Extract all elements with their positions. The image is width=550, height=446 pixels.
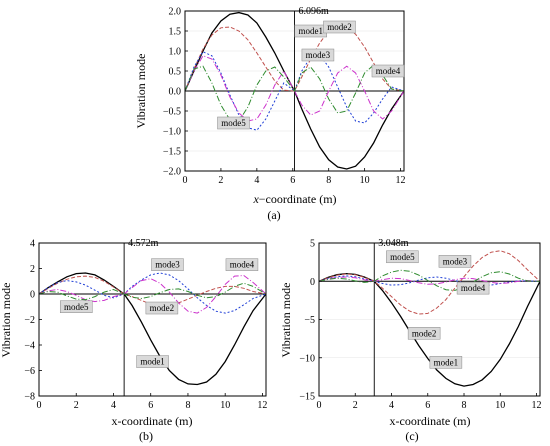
mode-label-box (438, 255, 472, 268)
x-tick-label: 10 (360, 175, 370, 186)
x-tick-label: 12 (532, 400, 542, 411)
series-mode2 (185, 25, 404, 92)
mode-label: mode5 (390, 252, 415, 262)
x-tick-label: 0 (183, 175, 188, 186)
panel-caption: (a) (267, 208, 280, 222)
y-tick-label: −1.0 (163, 127, 181, 138)
mode-label-box (59, 300, 93, 313)
x-tick-label: 4 (254, 175, 259, 186)
mode-label-box (301, 48, 335, 62)
x-tick-label: 4 (111, 400, 116, 411)
x-tick-label: 2 (353, 400, 358, 411)
y-tick-label: 5 (310, 239, 315, 250)
mode-label: mode1 (298, 26, 323, 36)
mode-label-box (225, 258, 259, 271)
mode-label: mode4 (230, 260, 255, 270)
y-tick-label: −0.5 (163, 107, 181, 118)
series-mode4 (185, 55, 404, 122)
x-tick-label: 8 (462, 400, 467, 411)
panel-a: 6.096m−2.0−1.5−1.0−0.50.00.51.01.52.00 2 4… (134, 6, 406, 222)
x-tick-label: 12 (257, 400, 267, 411)
x-tick-label: 2 (74, 400, 79, 411)
y-tick-label: −6 (24, 366, 35, 377)
mode-label-box (136, 355, 169, 368)
x-axis-label: x-coordinate (m) (112, 414, 193, 428)
mode-label: mode2 (327, 22, 352, 32)
y-tick-label: 2.0 (169, 7, 182, 18)
mode-label: mode2 (150, 303, 175, 313)
series-mode1 (39, 272, 266, 386)
y-tick-label: −5 (304, 315, 315, 326)
y-tick-label: −2.0 (163, 167, 181, 178)
x-tick-label: 6 (425, 400, 430, 411)
x-axis-label: x-coordinate (m) (390, 414, 471, 428)
x-tick-label: 8 (326, 175, 331, 186)
x-axis-label: x−coordinate (m) (252, 192, 336, 206)
x-tick-label: 8 (185, 400, 190, 411)
y-tick-label: −4 (24, 341, 35, 352)
y-axis-label: Vibration mode (134, 54, 148, 129)
x-tick-label: 6 (148, 400, 153, 411)
y-tick-label: 0 (30, 290, 35, 301)
series-mode5 (319, 269, 540, 291)
mode-label: mode1 (140, 357, 165, 367)
series-mode4 (39, 274, 266, 314)
mode-label: mode2 (412, 328, 437, 338)
y-tick-label: −8 (24, 392, 35, 403)
mode-label-box (151, 258, 184, 271)
y-tick-label: −10 (299, 353, 315, 364)
panel-caption: (b) (139, 429, 153, 443)
y-axis-label: Vibration mode (0, 283, 13, 358)
x-tick-label: 10 (495, 400, 505, 411)
mode-label-box (217, 116, 250, 130)
mode-label-box (145, 301, 179, 315)
mode-label: mode1 (434, 357, 459, 367)
mode-label: mode3 (443, 256, 468, 266)
y-tick-label: 2 (30, 264, 35, 275)
mode-label: mode3 (155, 260, 180, 270)
series-mode5 (185, 64, 404, 122)
y-tick-label: 0.5 (169, 67, 182, 78)
mode-label-box (407, 327, 441, 340)
mode-label-box (371, 64, 405, 78)
y-tick-label: 4 (30, 239, 35, 250)
x-tick-label: 10 (220, 400, 230, 411)
mode-label-box (386, 250, 419, 264)
x-tick-label: 0 (317, 400, 322, 411)
x-tick-label: 0 (37, 400, 42, 411)
mode-label: mode4 (376, 66, 401, 76)
series-mode5 (39, 282, 266, 301)
y-tick-label: −1.5 (163, 147, 181, 158)
y-tick-label: −2 (24, 315, 35, 326)
series-mode2 (319, 250, 540, 315)
series-mode3 (185, 51, 404, 131)
mode-label-box (456, 281, 490, 295)
x-tick-label: 6 (290, 175, 295, 186)
panel-caption: (c) (405, 429, 418, 443)
mode-label-box (429, 356, 463, 369)
y-tick-label: −15 (299, 392, 315, 403)
y-tick-label: 0.0 (169, 87, 182, 98)
y-axis-label: Vibration mode (279, 283, 293, 358)
mode-label: mode5 (221, 118, 246, 128)
mode-label: mode5 (64, 302, 89, 312)
x-tick-label: 2 (218, 175, 223, 186)
y-tick-label: 1.0 (169, 47, 182, 58)
mode-label: mode3 (306, 50, 331, 60)
y-tick-label: 1.5 (169, 27, 182, 38)
mode-label-box (323, 20, 356, 34)
series-mode3 (39, 272, 266, 314)
mode-label: mode4 (461, 283, 486, 293)
x-tick-label: 4 (389, 400, 394, 411)
y-tick-label: 0 (310, 277, 315, 288)
series-mode4 (319, 276, 540, 285)
x-tick-label: 12 (396, 175, 406, 186)
